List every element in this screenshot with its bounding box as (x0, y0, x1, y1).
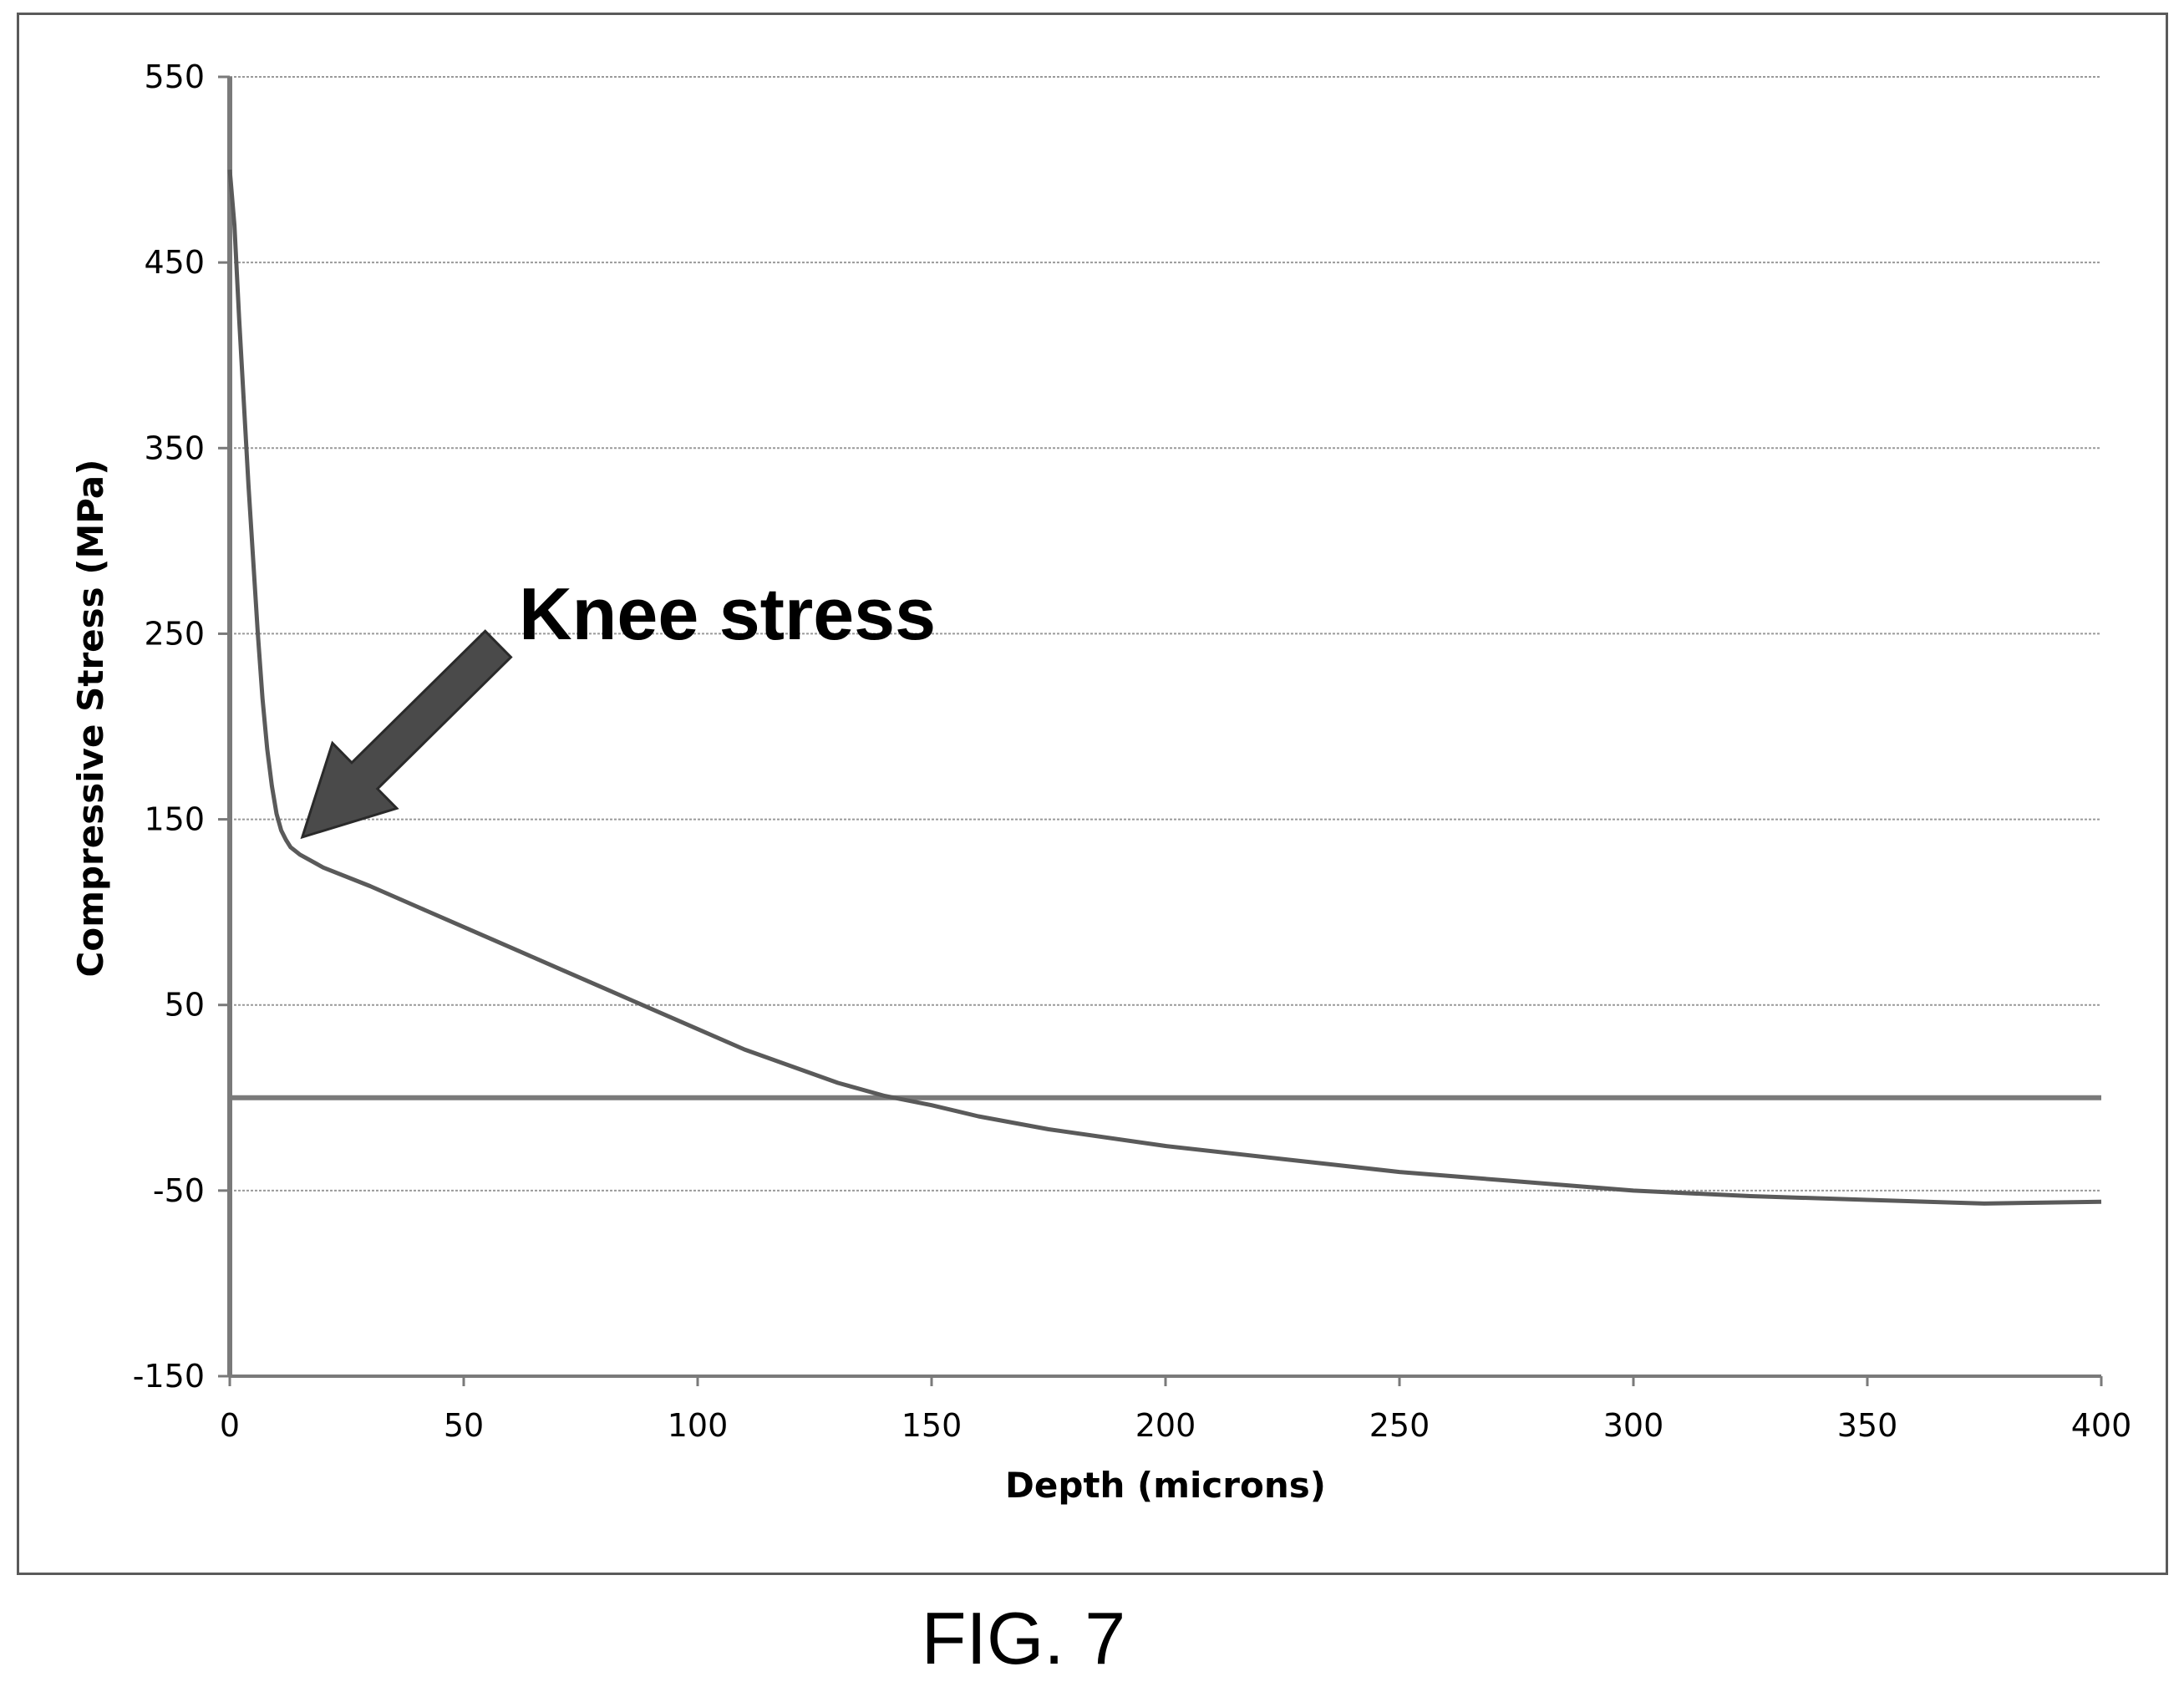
y-tick-label-450: 450 (144, 244, 205, 281)
x-tick-label-0: 0 (220, 1407, 240, 1444)
x-tick-label-300: 300 (1603, 1407, 1664, 1444)
y-tick-label-150: 150 (144, 801, 205, 838)
x-tick-label-200: 200 (1135, 1407, 1196, 1444)
y-tick-label-250: 250 (144, 615, 205, 652)
y-axis-title: Compressive Stress (MPa) (70, 460, 111, 978)
axes (218, 75, 2103, 1386)
x-tick-label-350: 350 (1837, 1407, 1898, 1444)
gridlines (230, 76, 2101, 1192)
series-lines (227, 169, 2102, 1206)
annotation-text: Knee stress (519, 572, 936, 655)
chart-svg: 550 450 350 250 150 50 -50 -150 0 50 100 150 200 250 3… (70, 58, 2132, 1506)
y-tick-label--50: -50 (153, 1172, 205, 1209)
x-tick-label-50: 50 (444, 1407, 484, 1444)
tick-labels: 550 450 350 250 150 50 -50 -150 0 50 100 150 200 250 3… (133, 58, 2132, 1444)
annotations: Knee stress (300, 572, 936, 840)
x-tick-label-400: 400 (2071, 1407, 2132, 1444)
y-tick-label--150: -150 (133, 1358, 205, 1395)
y-tick-label-350: 350 (144, 429, 205, 466)
series-line-0 (227, 169, 2102, 1206)
x-axis-title: Depth (microns) (1005, 1465, 1326, 1506)
y-tick-label-550: 550 (144, 58, 205, 95)
x-tick-label-250: 250 (1369, 1407, 1430, 1444)
figure-caption: FIG. 7 (921, 1597, 1126, 1679)
x-tick-label-100: 100 (668, 1407, 729, 1444)
annotation-arrow (300, 629, 513, 840)
x-tick-label-150: 150 (902, 1407, 962, 1444)
chart-frame: 550 450 350 250 150 50 -50 -150 0 50 100 150 200 250 3… (17, 13, 2168, 1575)
y-tick-label-50: 50 (165, 987, 205, 1024)
